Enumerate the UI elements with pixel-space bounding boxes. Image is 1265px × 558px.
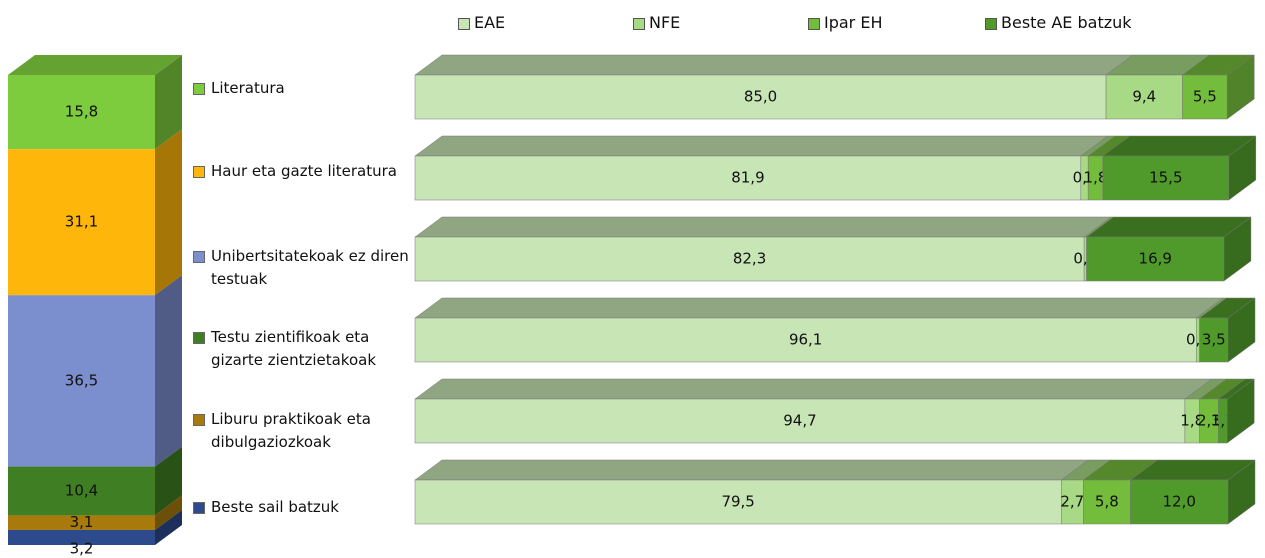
bar-segment: [1182, 74, 1228, 120]
legend-item: Beste AE batzuk: [985, 13, 1132, 32]
column-segment: [8, 529, 155, 545]
bar-segment: [1199, 317, 1229, 363]
bar-side-face: [1223, 216, 1252, 282]
bar-segment: [1086, 236, 1225, 282]
bar-side-face: [1226, 378, 1255, 444]
legend-label: EAE: [474, 13, 506, 32]
bar-value-label: 82,3: [733, 250, 766, 268]
bar-value-label: 79,5: [721, 493, 754, 511]
column-value-label: 31,1: [65, 213, 98, 231]
bar-side-face: [1226, 54, 1255, 120]
bar-top-face: [414, 297, 1225, 319]
column-value-label: 3,1: [70, 513, 94, 531]
legend-label: Beste sail batzuk: [211, 498, 339, 516]
bar-value-label: 5,5: [1193, 88, 1217, 106]
legend-swatch: [193, 83, 205, 95]
column-side-face: [155, 446, 182, 516]
legend-label: Liburu praktikoak eta dibulgaziozkoak: [211, 410, 371, 451]
bar-value-label: 12,0: [1163, 493, 1196, 511]
legend-item: Unibertsitatekoak ez diren testuak: [193, 245, 416, 291]
legend-label: Testu zientifikoak eta gizarte zientziet…: [211, 328, 377, 369]
legend-item: Beste sail batzuk: [193, 496, 416, 519]
bar-value-label: 16,9: [1139, 250, 1172, 268]
legend-swatch: [193, 502, 205, 514]
bar-value-label: 3,5: [1202, 331, 1226, 349]
column-value-label: 10,4: [65, 482, 98, 500]
bar-value-label: 81,9: [731, 169, 764, 187]
bar-value-label: 94,7: [783, 412, 816, 430]
legend-swatch: [193, 166, 205, 178]
legend-item: Literatura: [193, 77, 416, 100]
legend-swatch: [193, 251, 205, 263]
bar-value-label: 2,7: [1060, 493, 1084, 511]
legend-label: Ipar EH: [824, 13, 883, 32]
column-side-face: [155, 509, 182, 545]
bar-value-label: 1,8: [1180, 412, 1204, 430]
bar-side-face: [1228, 135, 1257, 201]
bar-segment: [414, 155, 1082, 201]
column-value-label: 15,8: [65, 103, 98, 121]
legend-label: Beste AE batzuk: [1001, 13, 1132, 32]
bar-top-face: [414, 378, 1213, 400]
legend-label: NFE: [649, 13, 681, 32]
bar-value-label: 5,8: [1095, 493, 1119, 511]
column-segment: [8, 295, 155, 467]
bar-value-label: 9,4: [1132, 88, 1156, 106]
column-segment: [8, 515, 155, 530]
legend-item: Ipar EH: [808, 13, 882, 32]
column-segment: [8, 466, 155, 516]
legend-swatch: [985, 18, 997, 30]
column-segment: [8, 149, 155, 296]
bar-top-face: [414, 216, 1112, 238]
legend-label: Haur eta gazte literatura: [211, 162, 397, 180]
column-side-face: [155, 275, 182, 467]
column-side-face: [155, 495, 182, 530]
legend-item: Testu zientifikoak eta gizarte zientziet…: [193, 326, 416, 372]
legend-item: EAE: [458, 13, 505, 32]
bar-segment: [1102, 155, 1230, 201]
column-value-label: 3,2: [70, 540, 94, 558]
bar-value-label: 1,8: [1084, 169, 1108, 187]
column-side-face: [155, 55, 182, 150]
bar-value-label: 96,1: [789, 331, 822, 349]
column-value-label: 36,5: [65, 371, 98, 389]
column-top-face: [8, 55, 182, 75]
bar-segment: [414, 236, 1085, 282]
bar-segment: [414, 317, 1197, 363]
bar-segment: [414, 74, 1107, 120]
bar-segment: [414, 479, 1062, 525]
bar-segment: [1083, 479, 1131, 525]
legend-swatch: [193, 414, 205, 426]
bar-top-face: [1085, 216, 1252, 238]
legend-swatch: [458, 18, 470, 30]
bar-value-label: 85,0: [744, 88, 777, 106]
bar-top-face: [414, 135, 1109, 157]
bar-side-face: [1227, 459, 1256, 525]
bar-segment: [1105, 74, 1183, 120]
legend-item: Haur eta gazte literatura: [193, 160, 416, 183]
bar-top-face: [414, 459, 1090, 481]
bar-side-face: [1227, 297, 1256, 363]
legend-item: NFE: [633, 13, 680, 32]
bar-top-face: [414, 54, 1134, 76]
bar-segment: [1130, 479, 1229, 525]
legend-swatch: [193, 332, 205, 344]
legend-item: Liburu praktikoak eta dibulgaziozkoak: [193, 408, 416, 454]
legend-swatch: [808, 18, 820, 30]
bar-value-label: 15,5: [1149, 169, 1182, 187]
bar-value-label: 2,3: [1197, 412, 1221, 430]
column-segment: [8, 75, 155, 150]
legend-swatch: [633, 18, 645, 30]
bar-segment: [414, 398, 1186, 444]
legend-label: Unibertsitatekoak ez diren testuak: [211, 247, 409, 288]
column-side-face: [155, 129, 182, 296]
legend-label: Literatura: [211, 79, 285, 97]
